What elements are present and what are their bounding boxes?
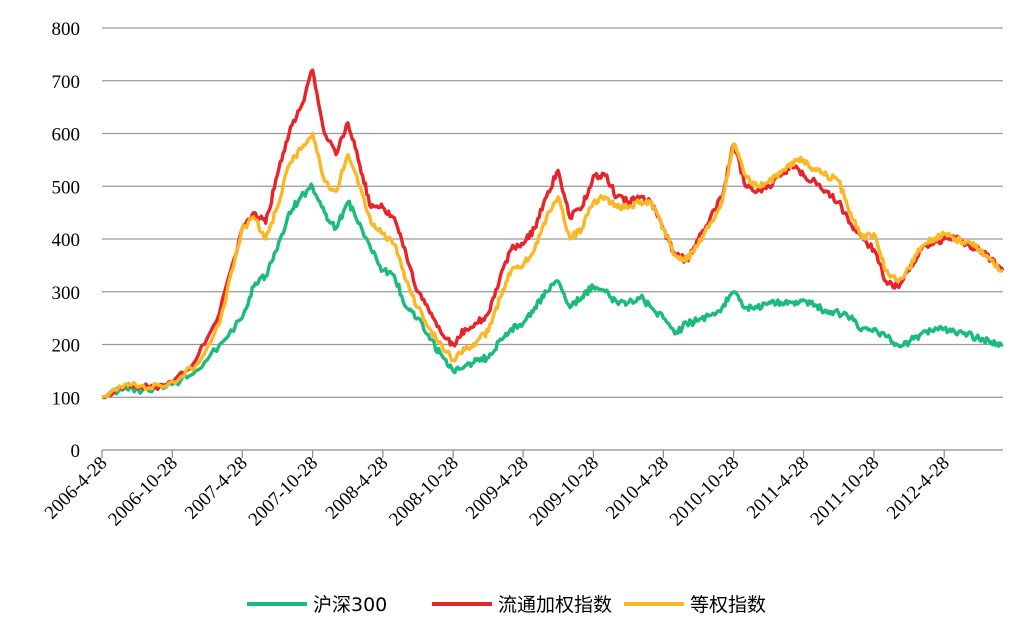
y-tick-label: 700 bbox=[52, 72, 81, 93]
legend-label-1: 沪深300 bbox=[313, 594, 387, 616]
x-tick-label: 2007-10-28 bbox=[245, 453, 323, 531]
y-tick-label: 400 bbox=[52, 230, 81, 251]
x-tick-label: 2008-4-28 bbox=[322, 453, 393, 524]
x-tick-label: 2006-4-28 bbox=[41, 453, 112, 524]
y-tick-label: 100 bbox=[52, 388, 81, 409]
y-axis-tick-labels: 0 100 200 300 400 500 600 700 800 bbox=[52, 19, 81, 462]
gridlines bbox=[102, 27, 1003, 398]
x-tick-label: 2006-10-28 bbox=[104, 453, 182, 531]
x-tick-label: 2012-4-28 bbox=[883, 453, 954, 524]
y-tick-label: 200 bbox=[52, 336, 81, 357]
x-tick-label: 2007-4-28 bbox=[181, 453, 252, 524]
legend-label-2: 流通加权指数 bbox=[498, 594, 612, 616]
x-tick-label: 2011-10-28 bbox=[806, 453, 883, 530]
y-tick-label: 300 bbox=[52, 283, 81, 304]
x-tick-label: 2009-10-28 bbox=[525, 453, 603, 531]
y-tick-label: 0 bbox=[71, 441, 81, 462]
x-axis bbox=[101, 449, 1003, 458]
x-tick-label: 2010-10-28 bbox=[666, 453, 744, 531]
x-tick-label: 2010-4-28 bbox=[602, 453, 673, 524]
x-tick-label: 2011-4-28 bbox=[743, 453, 813, 523]
x-tick-label: 2008-10-28 bbox=[385, 453, 463, 531]
series-line-3 bbox=[101, 131, 1004, 399]
legend: 沪深300 流通加权指数 等权指数 bbox=[247, 594, 766, 616]
y-tick-label: 600 bbox=[52, 125, 81, 146]
series-line-1 bbox=[101, 182, 1004, 400]
y-tick-label: 800 bbox=[52, 19, 81, 40]
y-tick-label: 500 bbox=[52, 177, 81, 198]
series-lines bbox=[101, 68, 1005, 400]
x-tick-label: 2009-4-28 bbox=[462, 453, 533, 524]
legend-label-3: 等权指数 bbox=[690, 594, 766, 616]
